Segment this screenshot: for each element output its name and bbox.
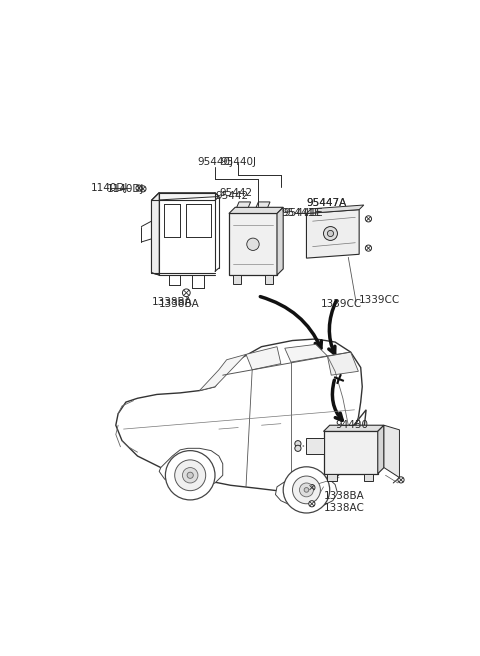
Polygon shape bbox=[276, 473, 337, 508]
Text: 1339CC: 1339CC bbox=[321, 298, 362, 308]
Circle shape bbox=[182, 289, 190, 297]
Polygon shape bbox=[327, 352, 359, 375]
Polygon shape bbox=[324, 432, 378, 474]
Circle shape bbox=[182, 468, 198, 483]
Polygon shape bbox=[152, 193, 219, 200]
Circle shape bbox=[187, 472, 193, 478]
Polygon shape bbox=[306, 205, 364, 213]
Polygon shape bbox=[116, 339, 366, 491]
Circle shape bbox=[295, 441, 301, 447]
Polygon shape bbox=[324, 425, 384, 432]
Text: 1140DJ: 1140DJ bbox=[107, 184, 144, 194]
Polygon shape bbox=[237, 202, 251, 207]
Text: 1140DJ: 1140DJ bbox=[91, 183, 128, 193]
Text: 1339CC: 1339CC bbox=[359, 295, 400, 304]
Polygon shape bbox=[265, 275, 273, 284]
Polygon shape bbox=[233, 275, 240, 284]
Circle shape bbox=[292, 476, 321, 504]
Polygon shape bbox=[277, 207, 283, 275]
Text: 95442: 95442 bbox=[219, 188, 252, 197]
Polygon shape bbox=[285, 344, 327, 362]
Circle shape bbox=[365, 245, 372, 251]
Text: 95441E: 95441E bbox=[281, 209, 321, 218]
Circle shape bbox=[166, 451, 215, 500]
Polygon shape bbox=[378, 425, 384, 474]
Circle shape bbox=[327, 230, 334, 237]
Polygon shape bbox=[384, 425, 399, 478]
Polygon shape bbox=[246, 346, 281, 370]
Circle shape bbox=[140, 186, 146, 192]
Text: 95447A: 95447A bbox=[306, 199, 347, 209]
Polygon shape bbox=[200, 354, 246, 390]
Circle shape bbox=[309, 501, 315, 507]
Text: 94430: 94430 bbox=[335, 420, 368, 430]
Text: 1338BA: 1338BA bbox=[152, 297, 192, 307]
Polygon shape bbox=[364, 474, 373, 482]
Text: 95441E: 95441E bbox=[283, 209, 323, 218]
Circle shape bbox=[283, 467, 330, 513]
Text: 95440J: 95440J bbox=[220, 157, 256, 167]
Text: 1338BA: 1338BA bbox=[324, 491, 364, 501]
Polygon shape bbox=[327, 474, 336, 482]
Circle shape bbox=[175, 460, 206, 491]
Text: 1338BA: 1338BA bbox=[159, 298, 200, 308]
Circle shape bbox=[304, 487, 309, 492]
Text: 95440J: 95440J bbox=[197, 157, 233, 167]
Polygon shape bbox=[256, 202, 270, 207]
Circle shape bbox=[309, 485, 315, 491]
Polygon shape bbox=[159, 448, 223, 488]
Polygon shape bbox=[152, 193, 159, 275]
Text: 95442: 95442 bbox=[215, 191, 248, 201]
Polygon shape bbox=[229, 213, 277, 275]
Circle shape bbox=[398, 477, 404, 483]
Circle shape bbox=[295, 445, 301, 451]
Polygon shape bbox=[229, 207, 283, 213]
Circle shape bbox=[365, 216, 372, 222]
Circle shape bbox=[300, 483, 313, 497]
Circle shape bbox=[247, 238, 259, 251]
Text: 1338AC: 1338AC bbox=[324, 503, 364, 514]
Polygon shape bbox=[306, 438, 324, 455]
Circle shape bbox=[136, 185, 142, 191]
Polygon shape bbox=[306, 210, 359, 258]
Circle shape bbox=[324, 226, 337, 240]
Text: 95447A: 95447A bbox=[306, 199, 347, 209]
